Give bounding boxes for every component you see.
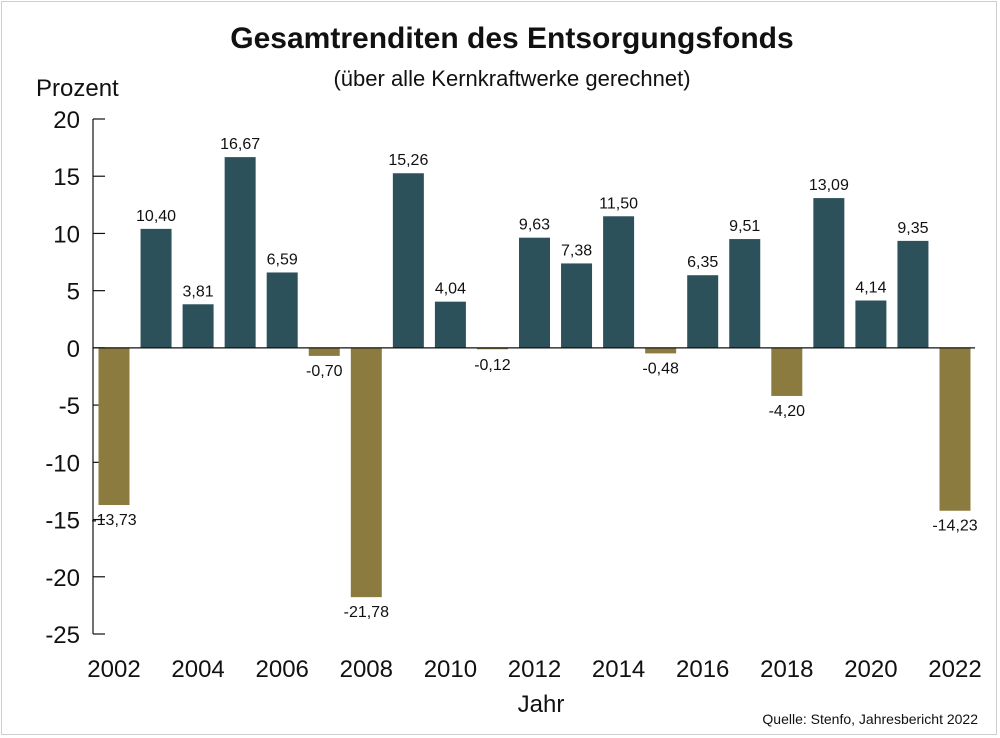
data-label-2010: 4,04 — [435, 281, 466, 298]
bar-2010 — [434, 301, 466, 348]
data-label-2011: -0,12 — [474, 357, 511, 374]
y-tick-label: -15 — [45, 508, 80, 535]
y-tick-label: -10 — [45, 450, 80, 477]
y-tick-label: -25 — [45, 622, 80, 649]
bar-2019 — [813, 198, 845, 348]
data-label-2003: 10,40 — [136, 208, 176, 225]
bar-2002 — [98, 347, 130, 506]
y-axis-label: Prozent — [36, 75, 119, 102]
x-tick-label: 2014 — [592, 656, 645, 683]
bar-2006 — [266, 272, 298, 348]
x-tick-label: 2012 — [508, 656, 561, 683]
bar-2014 — [603, 216, 635, 348]
bars-group — [98, 157, 971, 598]
data-label-2021: 9,35 — [897, 220, 928, 237]
y-tick-label: 5 — [67, 279, 80, 306]
bar-2020 — [855, 300, 887, 348]
x-tick-label: 2016 — [676, 656, 729, 683]
bar-2005 — [224, 157, 256, 348]
data-labels-group: -13,73 10,40 3,81 16,67 6,59 -0,70 -21,78 15,26… — [91, 136, 977, 621]
x-tick-label: 2022 — [928, 656, 981, 683]
chart-title: Gesamtrenditen des Entsorgungsfonds — [230, 22, 793, 55]
data-label-2016: 6,35 — [687, 254, 718, 271]
data-label-2008: -21,78 — [344, 604, 389, 621]
y-axis: 20 15 10 5 0 -5 -10 -15 -20 -25 — [45, 107, 105, 649]
chart-subtitle: (über alle Kernkraftwerke gerechnet) — [333, 66, 690, 91]
data-label-2022: -14,23 — [932, 518, 977, 535]
data-label-2006: 6,59 — [267, 251, 298, 268]
bar-2021 — [897, 240, 929, 348]
data-label-2020: 4,14 — [855, 280, 886, 297]
bar-2008 — [350, 347, 382, 598]
source-note: Quelle: Stenfo, Jahresbericht 2022 — [762, 711, 978, 727]
bar-2018 — [771, 347, 803, 396]
x-axis-label: Jahr — [518, 691, 565, 718]
x-tick-label: 2018 — [760, 656, 813, 683]
bar-2015 — [645, 347, 677, 354]
bar-2012 — [519, 237, 550, 348]
data-label-2013: 7,38 — [561, 242, 592, 259]
y-tick-label: 10 — [53, 221, 80, 248]
data-label-2004: 3,81 — [183, 283, 214, 300]
x-tick-label: 2008 — [340, 656, 393, 683]
x-axis: 2002 2004 2006 2008 2010 2012 2014 2016 2018 2020… — [87, 347, 982, 683]
bar-2016 — [687, 275, 719, 348]
data-label-2019: 13,09 — [809, 177, 849, 194]
bar-2022 — [939, 347, 971, 511]
data-label-2005: 16,67 — [220, 136, 260, 153]
bar-2017 — [729, 239, 761, 348]
data-label-2015: -0,48 — [642, 360, 679, 377]
bar-2013 — [561, 263, 593, 348]
y-tick-label: 15 — [53, 164, 80, 191]
data-label-2012: 9,63 — [519, 217, 550, 234]
bar-2011 — [476, 347, 508, 350]
data-label-2018: -4,20 — [769, 403, 806, 420]
data-label-2017: 9,51 — [729, 218, 760, 235]
x-tick-label: 2020 — [844, 656, 897, 683]
data-label-2009: 15,26 — [388, 152, 428, 169]
y-tick-label: -5 — [59, 393, 80, 420]
y-tick-label: 20 — [53, 107, 80, 134]
bar-2004 — [182, 304, 214, 348]
y-tick-label: 0 — [67, 336, 80, 363]
bar-2003 — [140, 228, 172, 348]
y-tick-label: -20 — [45, 565, 80, 592]
data-label-2002: -13,73 — [91, 512, 136, 529]
x-tick-label: 2002 — [87, 656, 140, 683]
bar-2007 — [308, 347, 340, 356]
bar-2009 — [392, 173, 424, 348]
data-label-2007: -0,70 — [306, 363, 343, 380]
x-tick-label: 2010 — [424, 656, 477, 683]
x-tick-label: 2004 — [171, 656, 224, 683]
data-label-2014: 11,50 — [599, 195, 638, 212]
x-tick-label: 2006 — [256, 656, 309, 683]
